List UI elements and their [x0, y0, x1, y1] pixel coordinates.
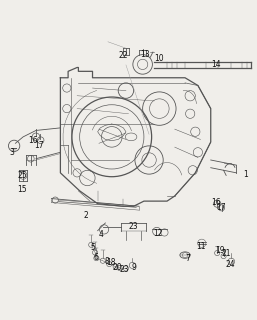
- Text: 13: 13: [140, 50, 150, 59]
- Text: 19: 19: [215, 246, 225, 255]
- Text: 23: 23: [129, 222, 139, 231]
- Text: 21: 21: [222, 249, 231, 258]
- Text: 10: 10: [154, 54, 164, 63]
- Text: 17: 17: [34, 141, 43, 150]
- Text: 23: 23: [120, 266, 130, 275]
- Text: 9: 9: [131, 263, 136, 272]
- Text: 18: 18: [106, 258, 115, 267]
- Text: 1: 1: [243, 170, 248, 179]
- Text: 11: 11: [196, 242, 205, 251]
- Text: 15: 15: [17, 185, 27, 194]
- Text: 8: 8: [104, 257, 109, 266]
- Text: 2: 2: [84, 211, 88, 220]
- Text: 6: 6: [94, 253, 99, 262]
- Text: 16: 16: [211, 198, 221, 207]
- Text: 7: 7: [185, 254, 190, 263]
- Text: 12: 12: [153, 229, 163, 238]
- Text: 25: 25: [17, 171, 27, 180]
- Text: 3: 3: [9, 148, 14, 157]
- Text: 20: 20: [112, 263, 122, 272]
- Text: 14: 14: [211, 60, 221, 69]
- Text: 22: 22: [119, 52, 128, 60]
- Text: 5: 5: [90, 243, 95, 252]
- Text: 16: 16: [29, 136, 38, 145]
- Text: 17: 17: [216, 203, 226, 212]
- Text: 4: 4: [99, 230, 104, 239]
- Text: 24: 24: [225, 260, 235, 268]
